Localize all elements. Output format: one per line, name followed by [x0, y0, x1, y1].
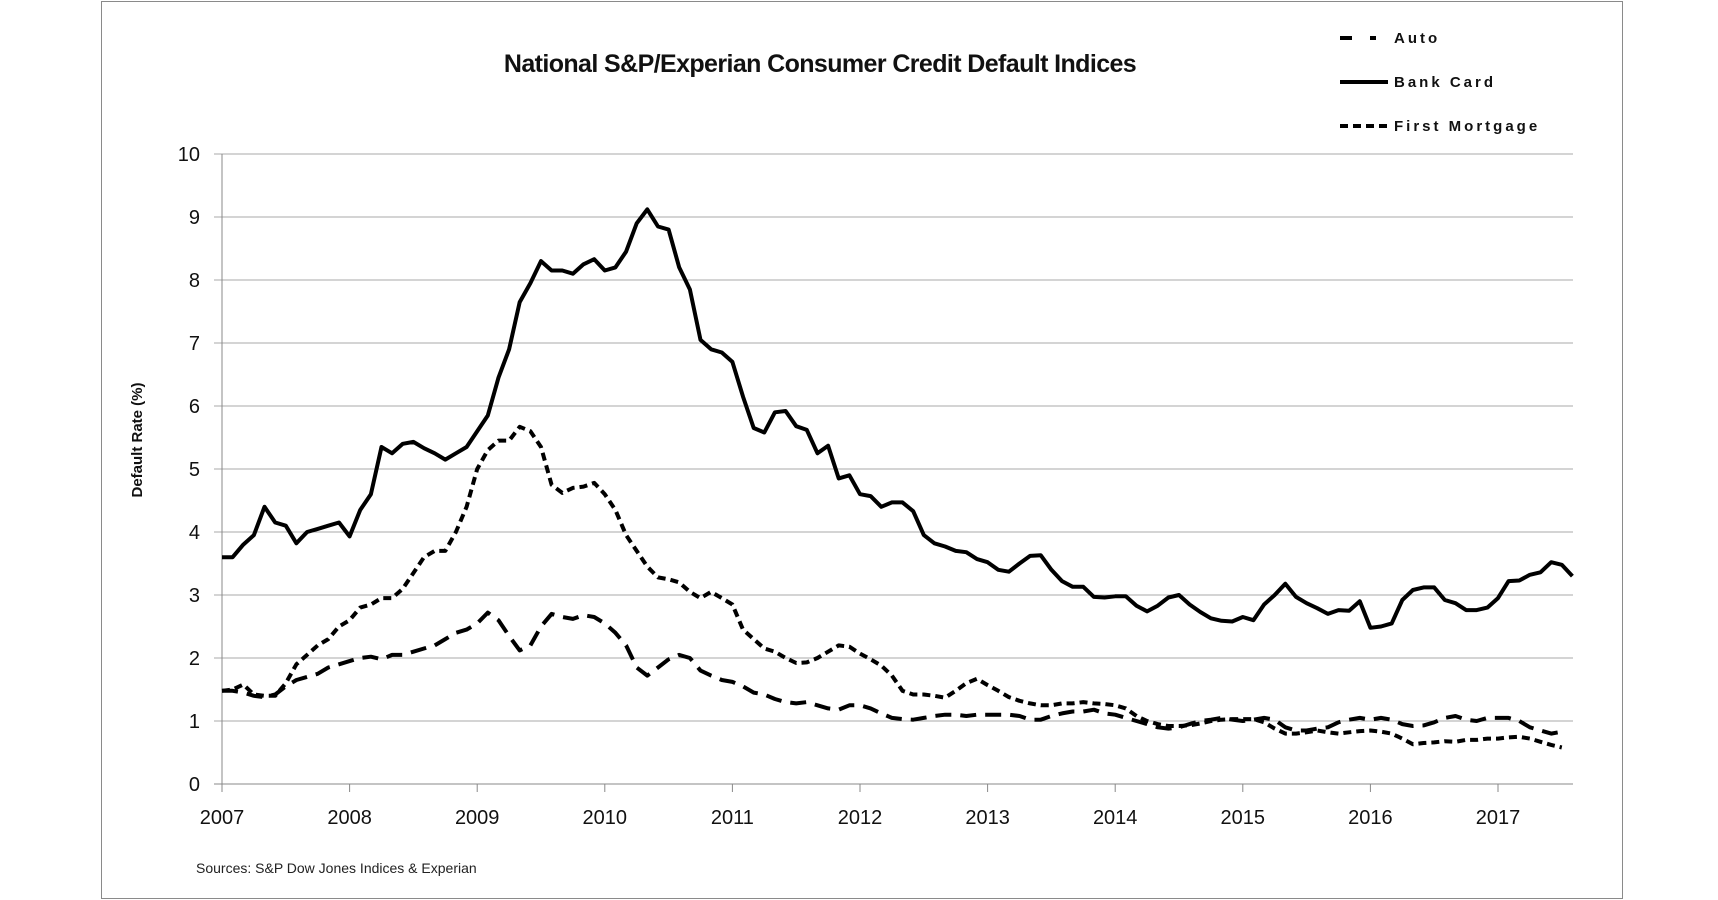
series-line-auto: [222, 610, 1563, 736]
y-axis-label: Default Rate (%): [129, 382, 146, 497]
series-line-bank-card: [222, 207, 1574, 630]
chart-title: National S&P/Experian Consumer Credit De…: [504, 50, 1136, 78]
x-tick-label: 2012: [838, 807, 883, 829]
y-tick-label: 9: [189, 207, 200, 229]
y-tick-label: 6: [189, 396, 200, 418]
x-tick-label: 2009: [455, 807, 500, 829]
x-tick-label: 2008: [327, 807, 372, 829]
y-tick-label: 5: [189, 459, 200, 481]
y-tick-label: 0: [189, 774, 200, 796]
legend-label: First Mortgage: [1394, 118, 1540, 135]
x-tick-label: 2015: [1221, 807, 1266, 829]
x-tick-label: 2016: [1348, 807, 1393, 829]
y-tick-label: 8: [189, 270, 200, 292]
x-tick-label: 2014: [1093, 807, 1138, 829]
legend-label: Bank Card: [1394, 74, 1496, 91]
y-tick-label: 4: [189, 522, 200, 544]
x-tick-label: 2017: [1476, 807, 1521, 829]
legend: Auto Bank Card First Mortgage: [1340, 30, 1540, 135]
y-tick-label: 7: [189, 333, 200, 355]
gridlines: [214, 153, 1573, 785]
axes: 0 1 2 3 4 5 6 7 8 9 10 2007 2008 2009 2010 2011 2012 2013…: [178, 144, 1521, 829]
chart-frame: [101, 1, 1623, 899]
x-tick-label: 2007: [200, 807, 245, 829]
x-tick-label: 2013: [965, 807, 1010, 829]
series-line-first-mortgage: [221, 424, 1563, 750]
y-tick-label: 2: [189, 648, 200, 670]
x-tick-label: 2010: [583, 807, 628, 829]
y-tick-label: 3: [189, 585, 200, 607]
y-tick-label: 10: [178, 144, 200, 166]
source-note: Sources: S&P Dow Jones Indices & Experia…: [196, 860, 477, 876]
x-tick-label: 2011: [711, 807, 754, 829]
series-lines: [221, 207, 1574, 750]
legend-label: Auto: [1394, 30, 1440, 47]
y-tick-label: 1: [189, 711, 200, 733]
